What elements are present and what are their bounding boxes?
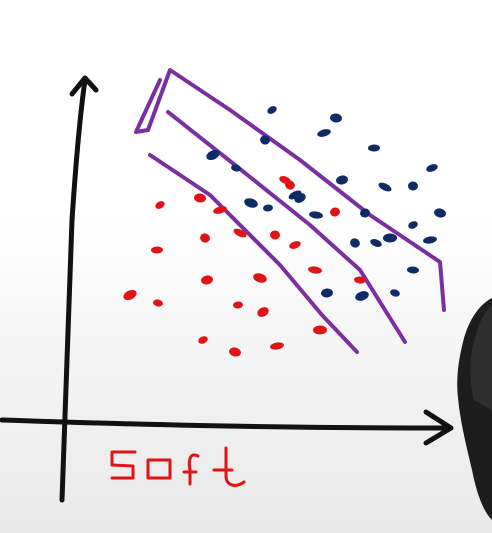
red-class-point [153, 299, 163, 307]
blue-class-point [317, 129, 331, 137]
blue-class-point [390, 289, 400, 297]
blue-class-point [350, 238, 360, 248]
red-class-point [330, 207, 340, 217]
blue-class-point [370, 239, 382, 247]
blue-class-point [267, 106, 277, 114]
class-red-points [123, 176, 366, 357]
red-class-point [198, 336, 208, 344]
blue-class-point [330, 113, 342, 123]
blue-class-point [408, 221, 418, 229]
red-class-point [354, 276, 366, 284]
red-class-point [253, 273, 267, 283]
red-class-point [289, 241, 301, 249]
blue-class-point [321, 288, 333, 298]
blue-class-point [309, 211, 323, 219]
blue-class-point [368, 144, 380, 152]
red-class-point [257, 307, 269, 317]
y-axis-arrowhead [69, 75, 99, 97]
blue-class-point [288, 190, 302, 200]
blue-class-point [355, 291, 369, 301]
blue-class-point [407, 266, 419, 274]
upper-margin-line [146, 68, 446, 312]
blue-class-point [244, 198, 258, 208]
red-class-point [270, 230, 280, 240]
red-class-point [285, 180, 295, 190]
margin-boundaries [134, 68, 446, 354]
blue-class-point [408, 181, 418, 191]
x-axis-line [0, 417, 451, 431]
blue-class-point [383, 233, 397, 243]
red-class-point [155, 201, 165, 209]
y-axis-line [59, 77, 88, 503]
blue-class-point [360, 208, 370, 218]
blue-class-point [423, 236, 437, 244]
blue-class-point [260, 135, 270, 145]
red-class-point [213, 206, 227, 214]
red-class-point [308, 266, 322, 274]
red-class-point [200, 233, 210, 243]
lower-margin-line [148, 153, 359, 354]
class-blue-points [206, 106, 446, 301]
red-class-point [201, 275, 213, 285]
blue-class-point [426, 164, 438, 172]
blue-class-point [206, 149, 220, 161]
blue-class-point [434, 208, 446, 218]
soft-label-strokes [110, 446, 246, 487]
axes [0, 75, 454, 503]
red-class-point [313, 325, 327, 335]
x-axis-arrowhead [423, 409, 454, 446]
red-class-point [233, 228, 247, 238]
blue-class-point [378, 182, 392, 192]
red-class-point [229, 347, 241, 357]
decision-boundary-line [166, 110, 407, 344]
red-class-point [233, 301, 243, 309]
blue-class-point [231, 164, 241, 172]
presenter-overlay [457, 298, 492, 520]
red-class-point [270, 342, 284, 350]
upper-margin-hook [134, 78, 162, 134]
blue-class-point [263, 204, 273, 212]
blue-class-point [336, 175, 348, 185]
red-class-point [194, 193, 206, 203]
red-class-point [151, 246, 163, 254]
red-class-point [123, 289, 137, 301]
